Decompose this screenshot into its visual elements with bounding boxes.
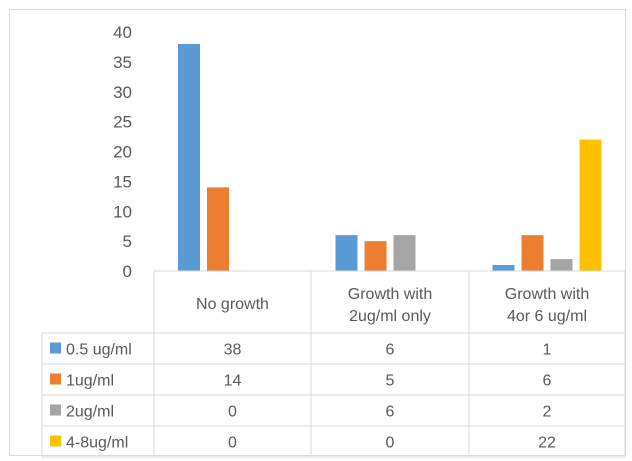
bar <box>364 241 387 271</box>
series-name: 4-8ug/ml <box>66 435 128 452</box>
category-label: 4or 6 ug/ml <box>507 308 587 325</box>
legend-key <box>50 373 61 385</box>
y-tick-label: 5 <box>123 232 132 251</box>
bar <box>178 43 200 272</box>
legend-key <box>50 404 61 416</box>
bar <box>393 235 416 271</box>
category-label: Growth with <box>348 286 432 303</box>
table-value: 0 <box>386 435 395 452</box>
bar <box>521 235 544 271</box>
y-tick-label: 35 <box>113 53 132 72</box>
table-value: 38 <box>224 342 242 359</box>
table-value: 1 <box>543 342 552 359</box>
y-tick-label: 0 <box>123 262 132 281</box>
y-tick-label: 15 <box>113 172 132 191</box>
category-label: 2ug/ml only <box>349 308 431 325</box>
y-tick-label: 25 <box>113 113 132 132</box>
table-value: 2 <box>543 404 552 421</box>
legend-key <box>50 342 61 354</box>
table-value: 14 <box>224 373 242 390</box>
y-tick-label: 30 <box>113 83 132 102</box>
table-value: 5 <box>386 373 395 390</box>
table-value: 6 <box>386 404 395 421</box>
y-tick-label: 40 <box>113 23 132 42</box>
legend-key <box>50 435 61 447</box>
chart-area <box>9 9 626 456</box>
series-name: 0.5 ug/ml <box>66 342 132 359</box>
bar <box>579 139 602 271</box>
table-value: 0 <box>228 435 237 452</box>
category-label: No growth <box>196 296 269 313</box>
table-value: 22 <box>538 435 556 452</box>
bar <box>335 235 358 271</box>
series-name: 1ug/ml <box>66 373 114 390</box>
table-value: 6 <box>543 373 552 390</box>
bar <box>492 265 515 271</box>
series-name: 2ug/ml <box>66 404 114 421</box>
y-tick-label: 20 <box>113 143 132 162</box>
y-tick-label: 10 <box>113 202 132 221</box>
table-value: 0 <box>228 404 237 421</box>
category-label: Growth with <box>505 286 589 303</box>
bar <box>550 259 573 271</box>
bar <box>207 187 229 271</box>
table-value: 6 <box>386 342 395 359</box>
